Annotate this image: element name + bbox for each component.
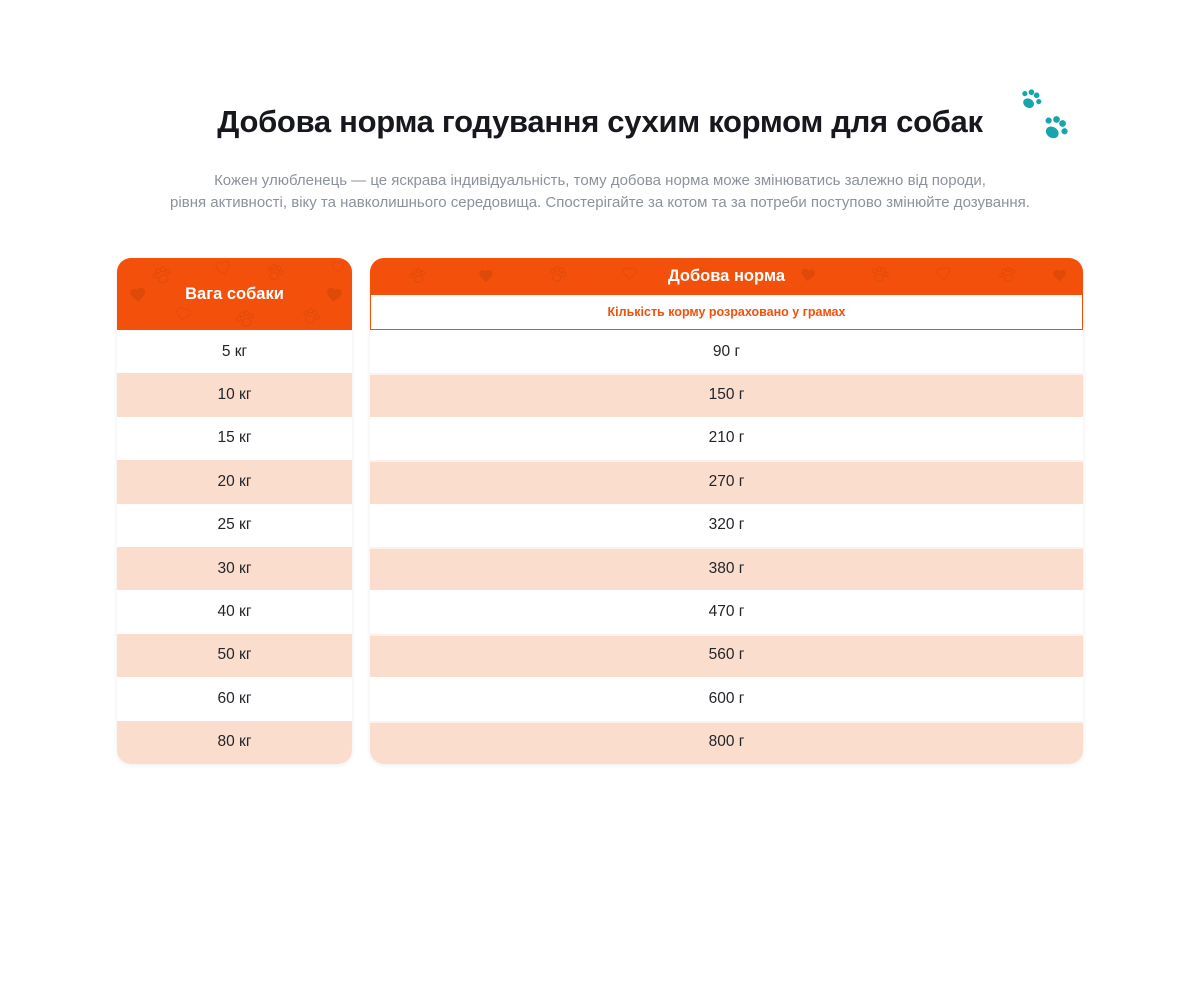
heart-icon: [478, 268, 494, 284]
norm-row: 90 г: [370, 330, 1083, 374]
norm-table-subheader: Кількість корму розраховано у грамах: [370, 295, 1083, 330]
page-title: Добова норма годування сухим кормом для …: [217, 104, 983, 139]
weight-row: 10 кг: [117, 373, 352, 417]
heart-icon: [214, 259, 233, 278]
heart-icon: [1052, 268, 1067, 283]
hero-section: Добова норма годування сухим кормом для …: [0, 102, 1200, 214]
heart-icon: [324, 285, 345, 306]
weight-row: 5 кг: [117, 330, 352, 374]
weight-row: 15 кг: [117, 416, 352, 461]
norm-row: 320 г: [370, 503, 1083, 547]
heart-icon: [128, 285, 148, 305]
paw-icon: [148, 261, 176, 289]
paw-icon: [263, 260, 288, 285]
norm-table-header-label: Добова норма: [667, 267, 786, 285]
weight-row: 25 кг: [117, 503, 352, 547]
weight-table-header-label: Вага собаки: [185, 284, 284, 303]
subtitle-line: Кожен улюбленець — це яскрава індивідуал…: [214, 172, 986, 189]
weight-table-body: 5 кг 10 кг 15 кг 20 кг 25 кг 30 кг 40 кг 50 кг 6…: [117, 330, 352, 764]
subtitle-line: рівня активності, віку та навколишнього …: [170, 194, 1030, 211]
paw-icon: [996, 263, 1020, 287]
paw-icon: [233, 306, 258, 330]
heart-icon: [331, 260, 345, 274]
page-subtitle: Кожен улюбленець — це яскрава індивідуал…: [0, 170, 1200, 214]
paw-icon: [406, 264, 429, 287]
weight-row: 40 кг: [117, 590, 352, 634]
weight-row: 80 кг: [117, 720, 352, 764]
norm-row: 470 г: [370, 590, 1083, 634]
paw-icon: [1034, 106, 1077, 149]
paw-prints-icon: [1012, 86, 1074, 148]
norm-row: 270 г: [370, 460, 1083, 504]
heart-icon: [622, 266, 637, 281]
norm-table: Добова норма Кількість корму розраховано…: [370, 258, 1083, 764]
paw-icon: [868, 262, 892, 286]
weight-row: 50 кг: [117, 633, 352, 678]
feeding-tables: Вага собаки 5 кг 10 кг 15 кг 20 кг 25 кг 30 к…: [117, 258, 1083, 764]
weight-table: Вага собаки 5 кг 10 кг 15 кг 20 кг 25 кг 30 к…: [117, 258, 352, 764]
paw-icon: [1013, 81, 1049, 117]
heart-icon: [935, 265, 952, 282]
norm-row: 150 г: [370, 373, 1083, 417]
weight-table-header: Вага собаки: [117, 258, 352, 330]
norm-table-header: Добова норма: [370, 258, 1083, 295]
norm-row: 600 г: [370, 677, 1083, 721]
norm-row: 800 г: [370, 720, 1083, 764]
heart-icon: [173, 304, 192, 323]
weight-row: 30 кг: [117, 546, 352, 591]
norm-row: 380 г: [370, 546, 1083, 591]
paw-icon: [298, 303, 324, 329]
weight-row: 60 кг: [117, 677, 352, 721]
norm-row: 210 г: [370, 416, 1083, 461]
paw-icon: [545, 261, 570, 286]
page: Добова норма годування сухим кормом для …: [0, 102, 1200, 982]
heart-icon: [799, 266, 817, 284]
weight-row: 20 кг: [117, 460, 352, 504]
norm-row: 560 г: [370, 633, 1083, 678]
